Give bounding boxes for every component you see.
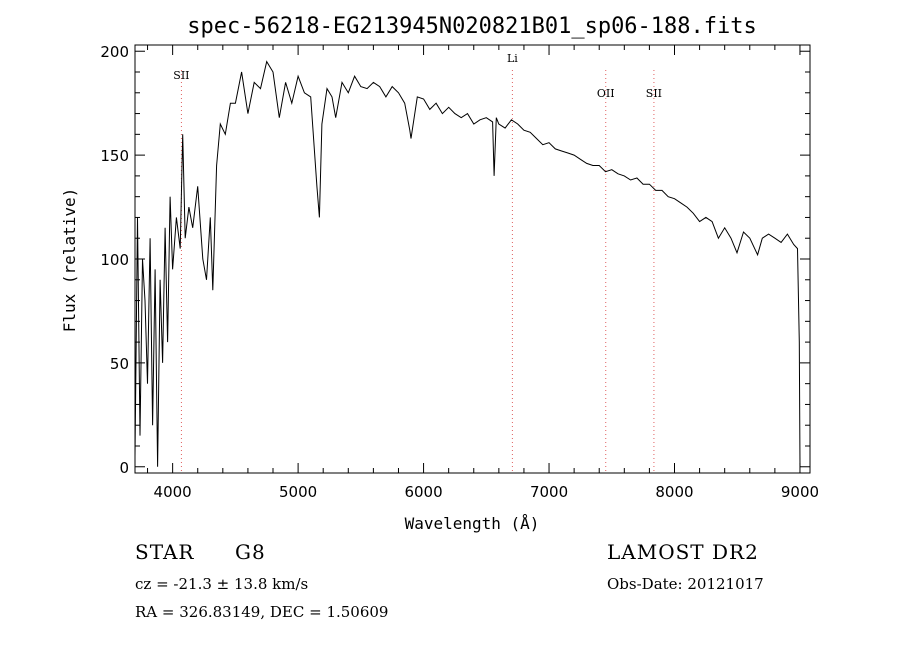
y-tick-label: 200 [100,43,129,61]
y-tick-label: 50 [110,355,129,373]
spectral-line-label: OII [597,87,615,100]
x-tick-label: 9000 [781,483,819,501]
x-tick-label: 5000 [279,483,317,501]
chart-title: spec-56218-EG213945N020821B01_sp06-188.f… [187,14,757,39]
obs-date: Obs-Date: 20121017 [607,575,764,593]
spectral-line-label: SII [646,87,662,100]
spectrum-line [134,60,801,467]
plot-area: SII Li OII SII 4000 5000 6000 7000 8000 9000 0 50 10… [100,43,819,501]
y-axis-label: Flux (relative) [60,188,79,333]
spectral-line-label: Li [507,52,518,65]
x-axis-label: Wavelength (Å) [405,514,540,533]
redshift-cz: cz = -21.3 ± 13.8 km/s [135,575,309,593]
survey-name: LAMOST DR2 [607,540,759,564]
y-tick-label: 150 [100,147,129,165]
x-tick-label: 8000 [655,483,693,501]
object-class: STAR [135,540,195,564]
plot-frame [134,44,811,474]
x-tick-label: 4000 [154,483,192,501]
x-tick-label: 7000 [530,483,568,501]
spectral-line-label: SII [173,69,189,82]
y-tick-label: 0 [119,459,129,477]
ra-dec: RA = 326.83149, DEC = 1.50609 [135,603,389,621]
object-subclass: G8 [235,540,266,564]
y-tick-label: 100 [100,251,129,269]
x-tick-label: 6000 [404,483,442,501]
